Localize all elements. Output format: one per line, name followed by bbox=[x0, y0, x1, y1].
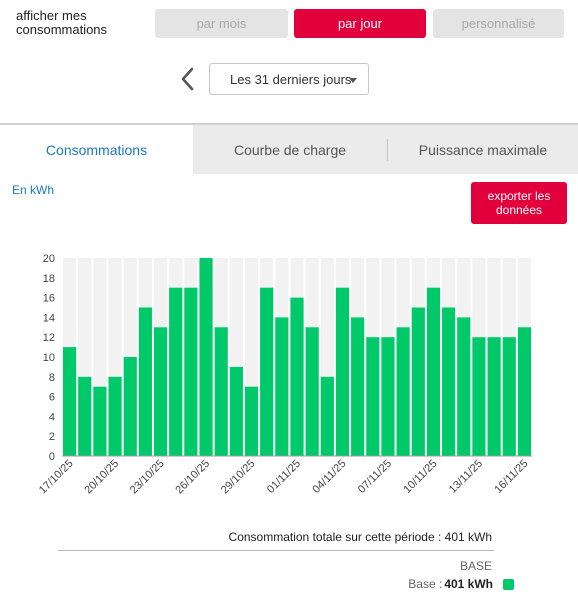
y-tick-label: 14 bbox=[43, 312, 55, 324]
x-tick-label: 01/11/25 bbox=[265, 458, 303, 496]
total-consumption: Consommation totale sur cette période : … bbox=[228, 530, 492, 544]
bar[interactable] bbox=[366, 337, 380, 456]
bar[interactable] bbox=[396, 327, 410, 456]
bar[interactable] bbox=[411, 307, 425, 457]
y-tick-label: 0 bbox=[49, 451, 55, 463]
legend-item-base: Base : 401 kWh bbox=[408, 577, 514, 591]
bar[interactable] bbox=[472, 337, 486, 456]
period-custom-button[interactable]: personnalisé bbox=[433, 9, 564, 38]
x-tick-label: 26/10/25 bbox=[173, 458, 212, 497]
bar[interactable] bbox=[517, 327, 531, 456]
x-tick-label: 10/11/25 bbox=[401, 458, 439, 496]
tab-bar: Consommations Courbe de charge Puissance… bbox=[0, 123, 578, 174]
bar[interactable] bbox=[381, 337, 395, 456]
chevron-left-icon[interactable] bbox=[176, 66, 200, 92]
display-label: afficher mes consommations bbox=[16, 8, 108, 37]
period-month-button[interactable]: par mois bbox=[155, 9, 288, 38]
bar[interactable] bbox=[457, 317, 471, 456]
bar[interactable] bbox=[351, 317, 365, 456]
bar[interactable] bbox=[63, 347, 77, 456]
bar[interactable] bbox=[138, 307, 152, 457]
consumption-bar-chart: 0 2 4 6 8 10 12 14 16 18 20 17/10/25 20/10/25 23/10/2… bbox=[37, 253, 532, 497]
tab-consommations[interactable]: Consommations bbox=[0, 125, 193, 174]
divider bbox=[58, 550, 494, 551]
legend-value: 401 kWh bbox=[444, 577, 493, 591]
bar[interactable] bbox=[320, 376, 334, 456]
legend-category: BASE bbox=[459, 559, 492, 573]
tab-divider bbox=[387, 139, 388, 161]
bar[interactable] bbox=[169, 287, 183, 456]
bar[interactable] bbox=[78, 376, 92, 456]
caret-down-icon bbox=[349, 78, 357, 83]
tab-puissance-maximale[interactable]: Puissance maximale bbox=[418, 141, 548, 158]
y-tick-label: 16 bbox=[43, 293, 55, 305]
bar[interactable] bbox=[153, 327, 168, 456]
bar[interactable] bbox=[502, 337, 516, 456]
x-tick-label: 17/10/25 bbox=[37, 458, 76, 497]
bar[interactable] bbox=[426, 287, 441, 456]
bar[interactable] bbox=[442, 307, 456, 457]
y-tick-label: 18 bbox=[43, 273, 55, 285]
bar[interactable] bbox=[229, 366, 243, 456]
y-tick-label: 6 bbox=[49, 392, 55, 404]
bar[interactable] bbox=[335, 287, 350, 456]
bar[interactable] bbox=[184, 287, 198, 456]
y-tick-label: 20 bbox=[43, 253, 55, 265]
bar[interactable] bbox=[108, 376, 122, 456]
bar[interactable] bbox=[275, 317, 289, 456]
tab-courbe-de-charge[interactable]: Courbe de charge bbox=[233, 141, 347, 158]
range-select-value: Les 31 derniers jours bbox=[230, 71, 352, 87]
bar[interactable] bbox=[199, 258, 213, 456]
legend-swatch bbox=[503, 578, 514, 590]
x-tick-label: 20/10/25 bbox=[82, 458, 121, 497]
period-day-button[interactable]: par jour bbox=[294, 9, 426, 38]
bar[interactable] bbox=[260, 287, 274, 456]
x-tick-label: 16/11/25 bbox=[492, 458, 530, 496]
range-select[interactable]: Les 31 derniers jours bbox=[209, 63, 369, 95]
legend-label: Base : bbox=[408, 577, 443, 591]
bar[interactable] bbox=[487, 337, 501, 456]
x-tick-label: 13/11/25 bbox=[447, 458, 485, 496]
x-tick-label: 23/10/25 bbox=[128, 458, 167, 497]
y-tick-label: 4 bbox=[49, 411, 55, 423]
bar[interactable] bbox=[214, 327, 228, 456]
x-tick-label: 07/11/25 bbox=[356, 458, 394, 496]
export-button-label: exporter les données bbox=[487, 189, 551, 217]
export-button[interactable]: exporter les données bbox=[471, 182, 567, 224]
bar[interactable] bbox=[305, 327, 319, 456]
y-tick-label: 2 bbox=[49, 431, 55, 443]
bar[interactable] bbox=[123, 357, 137, 456]
x-tick-label: 04/11/25 bbox=[310, 458, 348, 496]
y-tick-label: 12 bbox=[43, 332, 55, 344]
bar[interactable] bbox=[93, 386, 107, 456]
unit-label: En kWh bbox=[12, 183, 55, 197]
y-tick-label: 8 bbox=[49, 372, 55, 384]
y-tick-label: 10 bbox=[43, 352, 55, 364]
bar[interactable] bbox=[290, 297, 304, 456]
x-tick-label: 29/10/25 bbox=[219, 458, 258, 497]
bar[interactable] bbox=[244, 386, 259, 456]
